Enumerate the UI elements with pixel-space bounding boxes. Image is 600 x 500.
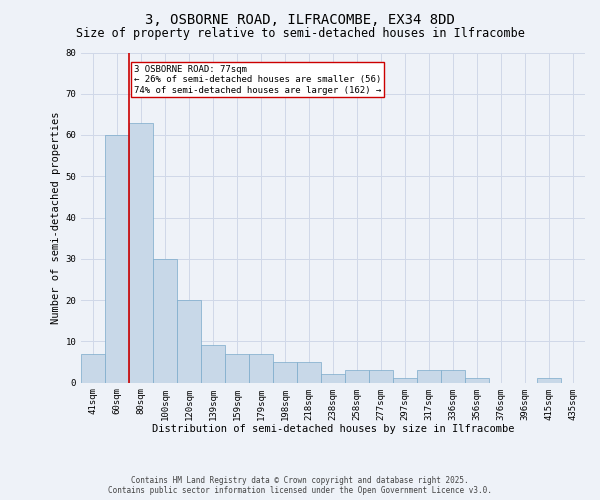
- Text: 3, OSBORNE ROAD, ILFRACOMBE, EX34 8DD: 3, OSBORNE ROAD, ILFRACOMBE, EX34 8DD: [145, 12, 455, 26]
- Bar: [393, 378, 417, 382]
- Bar: [417, 370, 441, 382]
- X-axis label: Distribution of semi-detached houses by size in Ilfracombe: Distribution of semi-detached houses by …: [152, 424, 514, 434]
- Text: Size of property relative to semi-detached houses in Ilfracombe: Size of property relative to semi-detach…: [76, 28, 524, 40]
- Bar: [441, 370, 465, 382]
- Bar: [321, 374, 345, 382]
- Bar: [81, 354, 105, 382]
- Bar: [105, 135, 129, 382]
- Text: Contains HM Land Registry data © Crown copyright and database right 2025.
Contai: Contains HM Land Registry data © Crown c…: [108, 476, 492, 495]
- Bar: [177, 300, 201, 382]
- Text: 3 OSBORNE ROAD: 77sqm
← 26% of semi-detached houses are smaller (56)
74% of semi: 3 OSBORNE ROAD: 77sqm ← 26% of semi-deta…: [134, 65, 381, 94]
- Bar: [537, 378, 561, 382]
- Bar: [225, 354, 249, 382]
- Bar: [201, 346, 225, 383]
- Bar: [465, 378, 489, 382]
- Bar: [273, 362, 297, 382]
- Bar: [297, 362, 321, 382]
- Bar: [153, 259, 177, 382]
- Bar: [345, 370, 369, 382]
- Y-axis label: Number of semi-detached properties: Number of semi-detached properties: [51, 112, 61, 324]
- Bar: [249, 354, 273, 382]
- Bar: [129, 122, 153, 382]
- Bar: [369, 370, 393, 382]
